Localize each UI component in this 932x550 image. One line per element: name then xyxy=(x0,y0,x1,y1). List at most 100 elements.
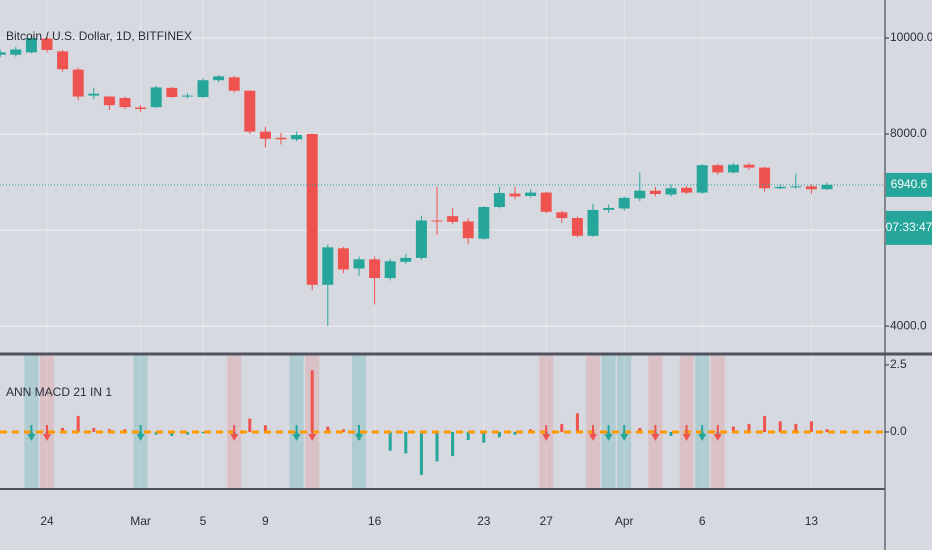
signal-arrow xyxy=(355,433,363,441)
signal-arrow xyxy=(43,433,51,441)
signal-arrow xyxy=(230,433,239,441)
signal-band xyxy=(710,355,725,488)
signal-arrow xyxy=(713,433,722,441)
histogram-bar xyxy=(170,431,174,436)
signal-band xyxy=(586,355,600,488)
candle-body xyxy=(681,187,693,193)
signal-arrow xyxy=(136,433,145,441)
histogram-bar xyxy=(435,431,439,462)
histogram-bar xyxy=(731,426,735,432)
candle-body xyxy=(88,93,100,96)
signal-arrow xyxy=(542,433,551,441)
candle-body xyxy=(119,97,131,108)
candle-body xyxy=(493,193,505,207)
signal-band xyxy=(695,355,710,488)
candle-body xyxy=(665,188,677,195)
histogram-bar xyxy=(76,415,80,432)
last-price-box xyxy=(886,172,932,197)
candle-body xyxy=(10,49,22,55)
signal-arrow xyxy=(698,433,707,441)
signal-band xyxy=(679,355,694,488)
x-tick-label: 5 xyxy=(200,514,207,528)
y-tick-label: 8000.0 xyxy=(890,126,927,140)
candle-body xyxy=(369,259,381,279)
x-tick-label: 16 xyxy=(368,514,382,528)
y-tick-label: 4000.0 xyxy=(890,318,927,332)
histogram-bar xyxy=(669,431,673,436)
candle-body xyxy=(415,220,427,258)
candle-body xyxy=(353,259,365,269)
x-tick-label: Apr xyxy=(615,514,634,528)
histogram-bar xyxy=(263,425,267,432)
x-tick-label: 24 xyxy=(40,514,54,528)
x-tick-label: 13 xyxy=(805,514,819,528)
candle-body xyxy=(213,76,225,81)
last-price-label: 6940.6 xyxy=(891,177,928,191)
signal-band xyxy=(24,355,39,488)
countdown-box xyxy=(886,210,932,245)
histogram-bar xyxy=(497,431,501,438)
histogram-bar xyxy=(747,423,751,432)
candle-body xyxy=(540,192,552,212)
candle-body xyxy=(275,137,287,140)
candle-body xyxy=(150,87,162,108)
candle-body xyxy=(727,164,739,173)
signal-arrow xyxy=(27,433,36,441)
histogram-bar xyxy=(794,423,798,432)
x-tick-label: 6 xyxy=(699,514,706,528)
candle-body xyxy=(790,186,802,188)
histogram-bar xyxy=(560,423,564,432)
candle-body xyxy=(556,212,568,219)
signal-arrow xyxy=(651,433,660,441)
candle-body xyxy=(259,131,271,139)
histogram-bar xyxy=(404,431,408,454)
candle-body xyxy=(166,87,178,98)
candle-body xyxy=(431,220,443,222)
histogram-bar xyxy=(809,421,813,432)
x-tick-label: Mar xyxy=(130,514,151,528)
candle-body xyxy=(462,221,474,239)
histogram-bar xyxy=(92,427,96,432)
candle-body xyxy=(337,248,349,270)
signal-arrow xyxy=(682,433,691,441)
x-tick-label: 9 xyxy=(262,514,269,528)
y-tick-label: 0.0 xyxy=(890,424,907,438)
candle-body xyxy=(743,164,755,168)
candle-body xyxy=(759,167,771,189)
signal-band xyxy=(648,355,663,488)
candle-body xyxy=(181,95,193,97)
candle-body xyxy=(571,218,583,236)
histogram-bar xyxy=(248,418,252,432)
signal-band xyxy=(617,355,632,488)
candle-body xyxy=(135,107,147,110)
signal-band xyxy=(601,355,616,488)
signal-band xyxy=(40,355,54,488)
candle-body xyxy=(306,133,318,285)
x-tick-label: 27 xyxy=(540,514,554,528)
histogram-bar xyxy=(482,431,486,443)
signal-band xyxy=(352,355,366,488)
countdown-label: 07:33:47 xyxy=(886,220,932,234)
histogram-bar xyxy=(763,415,767,432)
candle-body xyxy=(103,96,115,106)
indicator-title: ANN MACD 21 IN 1 xyxy=(6,385,112,399)
histogram-bar xyxy=(638,427,642,432)
candle-body xyxy=(649,190,661,195)
histogram-bar xyxy=(513,431,517,435)
candle-body xyxy=(400,257,412,262)
candle-body xyxy=(712,165,724,173)
y-tick-label: 10000.0 xyxy=(890,30,932,44)
histogram-bar xyxy=(185,431,189,435)
candle-body xyxy=(603,207,615,210)
signal-arrow xyxy=(292,433,301,441)
candle-body xyxy=(525,192,537,196)
candle-body xyxy=(41,38,53,50)
histogram-bar xyxy=(466,431,470,441)
candle-body xyxy=(696,165,708,193)
candle-body xyxy=(244,90,256,132)
signal-arrow xyxy=(604,433,613,441)
histogram-bar xyxy=(451,431,455,457)
y-tick-label: 2.5 xyxy=(890,357,907,371)
